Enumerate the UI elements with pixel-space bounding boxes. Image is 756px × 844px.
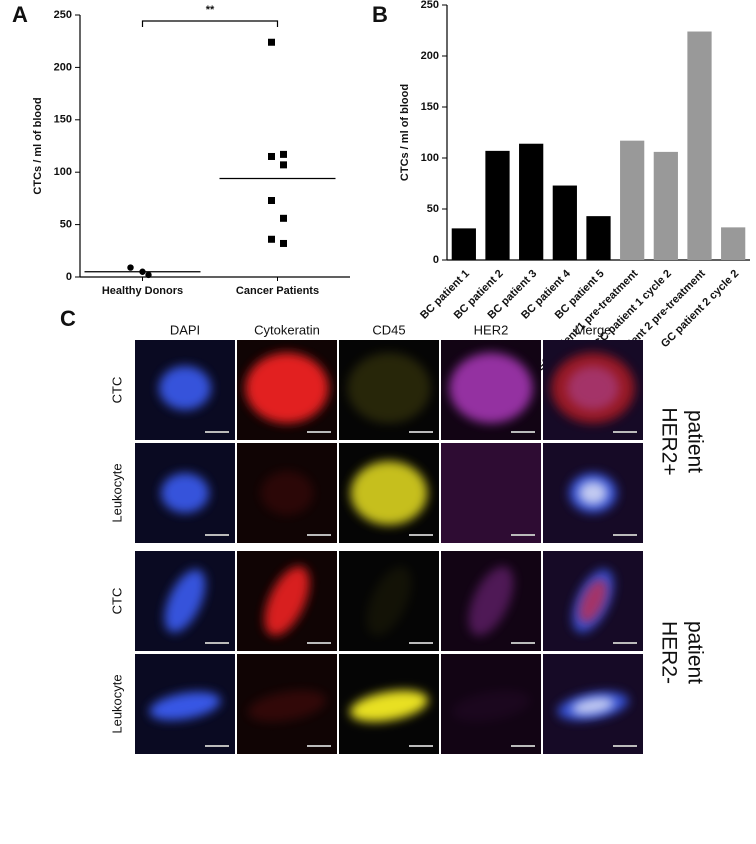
column-header: Merge [575,322,612,337]
data-point [268,152,275,160]
bar [451,228,476,260]
y-tick-label: 50 [427,203,439,215]
cell-signal [449,352,533,424]
bar [620,140,645,260]
cell-signal [247,690,327,722]
bar [552,185,577,260]
significance-label: ** [206,4,215,16]
data-point [280,239,287,247]
y-tick-label: 0 [433,254,439,266]
y-tick-label: 200 [54,61,72,73]
y-tick-label: 100 [421,152,439,164]
bar [687,31,712,260]
cell-signal [149,691,221,721]
group-label: HER2- [657,621,680,684]
data-point [268,235,275,243]
panel-label: C [60,306,76,331]
y-tick-label: 150 [421,101,439,113]
y-axis-label: CTCs / ml of blood [399,84,411,181]
bar [586,216,611,260]
cell-signal [264,566,310,636]
bar [519,143,544,260]
panel-label: B [372,2,388,27]
bar [485,150,510,260]
column-header: HER2 [474,322,509,337]
cell-signal [578,481,608,505]
y-tick-label: 0 [66,271,72,283]
data-point [127,264,134,271]
y-tick-label: 150 [54,114,72,126]
cell-signal [347,352,431,424]
data-point [145,271,152,279]
bar [721,227,746,260]
data-point [280,161,287,169]
data-point [280,150,287,158]
column-header: CD45 [372,322,405,337]
cell-signal [159,366,211,410]
row-label: CTC [109,588,124,615]
group-label: HER2+ [657,407,680,475]
x-tick-label: Cancer Patients [236,285,319,297]
x-tick-label: Healthy Donors [102,285,183,297]
y-tick-label: 250 [421,0,439,11]
data-point [280,214,287,222]
data-point [268,38,275,46]
group-label: patient [683,621,706,684]
data-point [268,196,275,204]
micrograph-bg [441,443,541,543]
cell-signal [161,473,209,513]
cell-signal [571,697,615,715]
row-label: Leukocyte [109,674,124,733]
significance-bracket [141,20,279,27]
row-label: Leukocyte [109,463,124,522]
bar [653,151,678,260]
cell-signal [349,690,429,722]
group-label: patient [683,410,706,473]
y-tick-label: 200 [421,50,439,62]
panel-label: A [12,2,28,27]
cell-signal [350,461,428,525]
row-label: CTC [109,377,124,404]
cell-signal [551,352,635,424]
y-tick-label: 100 [54,166,72,178]
y-tick-label: 50 [60,219,72,231]
y-tick-label: 250 [54,9,72,21]
cell-signal [468,566,514,636]
cell-signal [451,690,531,722]
cell-signal [245,352,329,424]
cell-signal [578,578,608,624]
column-header: Cytokeratin [254,322,320,337]
cell-signal [260,471,314,515]
y-axis-label: CTCs / ml of blood [32,97,44,194]
cell-signal [164,569,206,633]
cell-signal [366,566,412,636]
column-header: DAPI [170,322,200,337]
